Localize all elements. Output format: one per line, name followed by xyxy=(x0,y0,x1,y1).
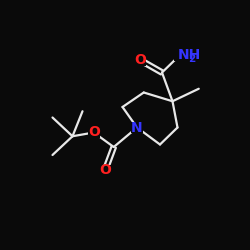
FancyBboxPatch shape xyxy=(174,50,195,60)
FancyBboxPatch shape xyxy=(131,122,143,133)
Text: O: O xyxy=(99,164,111,177)
Text: O: O xyxy=(134,53,146,67)
Text: N: N xyxy=(131,120,143,134)
Text: NH: NH xyxy=(178,48,201,62)
Text: 2: 2 xyxy=(188,54,196,64)
Text: O: O xyxy=(88,126,100,140)
FancyBboxPatch shape xyxy=(99,165,111,176)
FancyBboxPatch shape xyxy=(88,127,100,138)
FancyBboxPatch shape xyxy=(134,54,146,66)
